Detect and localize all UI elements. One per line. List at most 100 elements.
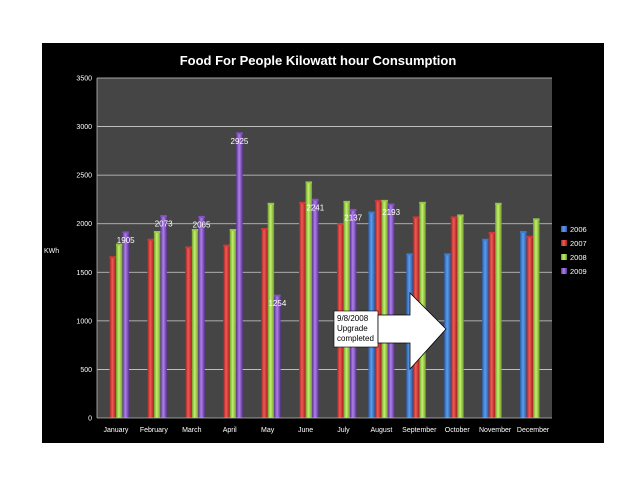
bar-cap-2008-may — [267, 202, 275, 205]
bar-cap-2008-october — [457, 214, 464, 217]
bar-cap-2008-december — [533, 218, 540, 221]
bar-cap-2007-december — [526, 235, 534, 238]
legend-swatch-2007 — [561, 240, 567, 246]
bar-cap-2006-august — [368, 211, 375, 214]
bar-cap-2009-may — [274, 294, 281, 297]
bar-2008-november — [495, 204, 502, 418]
annotation-line: completed — [337, 334, 374, 343]
bar-cap-2007-october — [450, 216, 458, 219]
bar-2007-march — [185, 248, 192, 418]
bar-2008-january — [115, 245, 123, 418]
bar-2008-july — [343, 202, 350, 418]
x-tick-label: January — [104, 427, 129, 434]
y-tick-label: 3000 — [76, 124, 92, 131]
annotation-line: 9/8/2008 — [337, 314, 369, 323]
x-tick-label: March — [182, 427, 202, 434]
y-tick-label: 2500 — [76, 173, 92, 180]
chart-title: Food For People Kilowatt hour Consumptio… — [180, 53, 457, 68]
bar-cap-2006-october — [444, 253, 451, 256]
bar-cap-2008-february — [153, 230, 161, 233]
axes: 0 500 1000 1500 2000 2500 3000 3500 January Febru… — [76, 76, 552, 434]
data-label-may: 1254 — [268, 299, 286, 308]
bar-cap-2009-june — [312, 198, 319, 201]
annotation-line: Upgrade — [337, 324, 368, 333]
bar-cap-2008-september — [419, 201, 426, 204]
bar-cap-2009-march — [198, 215, 205, 218]
legend-label-2006: 2006 — [570, 225, 587, 234]
bar-cap-2009-april — [236, 132, 243, 135]
legend-swatch-2009 — [561, 268, 567, 274]
x-tick-label: June — [298, 427, 313, 434]
bar-cap-2009-february — [160, 215, 167, 218]
data-label-march: 2065 — [193, 220, 211, 229]
bar-2009-february — [160, 216, 167, 418]
y-tick-label: 3500 — [76, 76, 92, 83]
bar-2007-june — [299, 203, 306, 418]
bar-cap-2007-january — [109, 256, 116, 259]
bar-2008-may — [267, 204, 275, 418]
bar-2009-april — [236, 133, 243, 418]
bar-cap-2008-november — [495, 202, 502, 205]
data-label-july: 2137 — [344, 213, 362, 222]
bar-2007-december — [526, 237, 534, 418]
bar-cap-2007-june — [299, 201, 306, 204]
legend-swatch-2006 — [561, 226, 567, 232]
bar-cap-2008-january — [115, 243, 123, 246]
bar-cap-2008-june — [305, 181, 313, 184]
bar-2009-january — [122, 232, 129, 418]
bar-2007-january — [109, 257, 116, 418]
bar-2008-october — [457, 215, 464, 418]
x-tick-label: May — [261, 427, 275, 434]
bar-2006-november — [482, 240, 489, 418]
chart-svg: Food For People Kilowatt hour Consumptio… — [44, 53, 587, 434]
y-tick-label: 1000 — [76, 318, 92, 325]
bar-cap-2008-july — [343, 200, 350, 203]
x-tick-label: October — [445, 427, 471, 434]
bar-2008-march — [191, 230, 199, 418]
annotation-arrow — [377, 292, 447, 371]
bar-cap-2009-july — [349, 208, 357, 211]
bar-2006-december — [520, 232, 527, 418]
bar-cap-2009-january — [122, 231, 129, 234]
y-tick-label: 0 — [88, 416, 92, 423]
bar-2008-june — [305, 182, 313, 418]
x-tick-label: July — [337, 427, 350, 434]
bar-cap-2007-september — [412, 216, 420, 219]
bar-cap-2007-july — [336, 223, 344, 226]
bar-2008-april — [229, 230, 237, 418]
chart-frame: Food For People Kilowatt hour Consumptio… — [42, 43, 604, 443]
data-labels: 1905 2073 2065 2925 1254 2241 2137 2193 — [117, 137, 401, 308]
bar-cap-2008-august — [381, 199, 388, 202]
bar-cap-2008-april — [229, 229, 237, 232]
bar-cap-2007-november — [488, 231, 496, 234]
bar-cap-2006-september — [406, 253, 413, 256]
bar-2007-may — [261, 229, 268, 418]
legend-label-2007: 2007 — [570, 239, 587, 248]
x-tick-label: August — [370, 427, 392, 434]
bar-2007-october — [450, 217, 458, 418]
data-label-february: 2073 — [155, 220, 173, 229]
plot-area — [97, 78, 552, 418]
bar-2008-august — [381, 201, 388, 418]
y-axis-label: KWh — [44, 248, 59, 255]
data-label-june: 2241 — [306, 203, 324, 212]
x-tick-label: February — [140, 427, 169, 434]
bar-cap-2006-november — [482, 238, 489, 241]
y-tick-label: 2000 — [76, 221, 92, 228]
data-label-april: 2925 — [231, 137, 249, 146]
bar-cap-2008-march — [191, 229, 199, 232]
x-tick-label: September — [402, 427, 437, 434]
bar-cap-2007-may — [261, 228, 268, 231]
bar-2007-november — [488, 233, 496, 418]
data-label-january: 1905 — [117, 236, 135, 245]
gridlines — [97, 77, 552, 370]
y-tick-label: 1500 — [76, 270, 92, 277]
bar-2007-april — [223, 246, 230, 418]
legend-label-2008: 2008 — [570, 253, 587, 262]
x-tick-label: December — [517, 427, 550, 434]
x-tick-label: November — [479, 427, 512, 434]
bar-cap-2006-december — [520, 230, 527, 233]
legend-swatch-2008 — [561, 254, 567, 260]
bar-2009-august — [387, 204, 395, 418]
